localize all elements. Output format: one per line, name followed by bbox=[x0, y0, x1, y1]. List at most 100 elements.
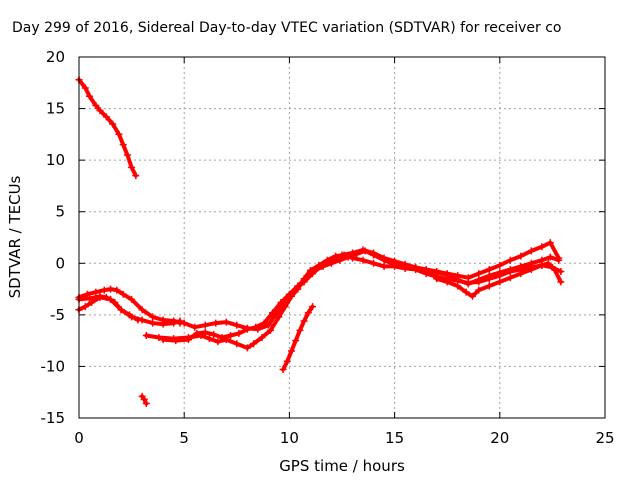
y-tick-label: 20 bbox=[46, 48, 65, 66]
data-point bbox=[433, 268, 441, 276]
data-point bbox=[517, 252, 525, 260]
data-point bbox=[125, 311, 133, 319]
series-track-i bbox=[279, 303, 317, 374]
data-point bbox=[527, 259, 535, 267]
data-point bbox=[235, 329, 243, 337]
data-point bbox=[96, 292, 104, 300]
data-point bbox=[300, 317, 308, 325]
data-point bbox=[468, 292, 476, 300]
data-point bbox=[422, 265, 430, 273]
data-point bbox=[142, 331, 150, 339]
data-point bbox=[81, 84, 89, 92]
data-point bbox=[317, 262, 325, 270]
data-point bbox=[275, 306, 283, 314]
data-point bbox=[527, 247, 535, 255]
x-tick-labels: 0 5 10 15 20 25 bbox=[74, 429, 614, 447]
data-point bbox=[180, 319, 188, 327]
data-point bbox=[454, 272, 462, 280]
data-point bbox=[226, 331, 234, 339]
data-point bbox=[119, 290, 127, 298]
data-point bbox=[349, 249, 357, 257]
data-point bbox=[159, 320, 167, 328]
y-tick-labels: -15 -10 -5 0 5 10 15 20 bbox=[41, 48, 66, 427]
data-point bbox=[149, 313, 157, 321]
data-point bbox=[517, 262, 525, 270]
axis-ticks bbox=[78, 56, 606, 419]
data-point bbox=[475, 286, 483, 294]
x-tick-label: 0 bbox=[74, 429, 84, 447]
data-point bbox=[233, 321, 241, 329]
series-track-a bbox=[75, 76, 140, 180]
data-point bbox=[309, 270, 317, 278]
data-point bbox=[264, 321, 272, 329]
data-point bbox=[210, 330, 218, 338]
data-point bbox=[128, 163, 136, 171]
y-tick-label: -5 bbox=[50, 306, 65, 324]
data-point bbox=[201, 321, 209, 329]
data-point bbox=[485, 282, 493, 290]
data-point bbox=[128, 295, 136, 303]
data-point bbox=[359, 256, 367, 264]
data-point bbox=[443, 278, 451, 286]
data-points bbox=[75, 76, 565, 408]
series-track-j bbox=[433, 261, 565, 300]
data-point bbox=[193, 329, 201, 337]
data-point bbox=[83, 290, 91, 298]
data-point bbox=[218, 334, 226, 342]
data-point bbox=[191, 323, 199, 331]
data-point bbox=[557, 268, 565, 276]
x-tick-label: 20 bbox=[490, 429, 509, 447]
data-point bbox=[370, 249, 378, 257]
data-point bbox=[555, 254, 563, 262]
data-point bbox=[81, 303, 89, 311]
data-point bbox=[327, 257, 335, 265]
data-point bbox=[243, 324, 251, 332]
data-point bbox=[205, 335, 213, 343]
plot-frame bbox=[78, 56, 606, 419]
data-point bbox=[338, 251, 346, 259]
x-axis-label: GPS time / hours bbox=[279, 457, 405, 475]
y-tick-label: 0 bbox=[55, 254, 65, 272]
data-point bbox=[506, 265, 514, 273]
data-point bbox=[496, 261, 504, 269]
data-point bbox=[279, 366, 287, 374]
data-point bbox=[292, 285, 300, 293]
data-point bbox=[300, 278, 308, 286]
data-point bbox=[517, 270, 525, 278]
data-point bbox=[117, 306, 125, 314]
data-point bbox=[485, 265, 493, 273]
data-point bbox=[475, 276, 483, 284]
data-point bbox=[86, 294, 94, 302]
data-point bbox=[92, 288, 100, 296]
data-point bbox=[370, 259, 378, 267]
data-point bbox=[134, 316, 142, 324]
data-point bbox=[88, 298, 96, 306]
data-point bbox=[214, 338, 222, 346]
data-point bbox=[115, 130, 123, 138]
x-tick-label: 10 bbox=[280, 429, 299, 447]
data-point bbox=[149, 319, 157, 327]
data-point bbox=[258, 334, 266, 342]
data-point bbox=[443, 270, 451, 278]
data-point bbox=[296, 326, 304, 334]
x-tick-label: 5 bbox=[179, 429, 189, 447]
data-point bbox=[266, 326, 274, 334]
data-point bbox=[485, 272, 493, 280]
data-point bbox=[309, 303, 317, 311]
data-point bbox=[123, 151, 131, 159]
data-point bbox=[250, 340, 258, 348]
data-point bbox=[170, 317, 178, 325]
y-tick-label: 5 bbox=[55, 203, 65, 221]
data-point bbox=[359, 246, 367, 254]
data-point bbox=[138, 306, 146, 314]
data-point bbox=[546, 253, 554, 261]
data-point bbox=[132, 172, 140, 180]
data-point bbox=[96, 107, 104, 115]
data-point bbox=[184, 336, 192, 344]
series-track-e bbox=[138, 392, 150, 408]
data-point bbox=[380, 254, 388, 262]
chart-title: Day 299 of 2016, Sidereal Day-to-day VTE… bbox=[12, 20, 561, 36]
data-point bbox=[506, 256, 514, 264]
